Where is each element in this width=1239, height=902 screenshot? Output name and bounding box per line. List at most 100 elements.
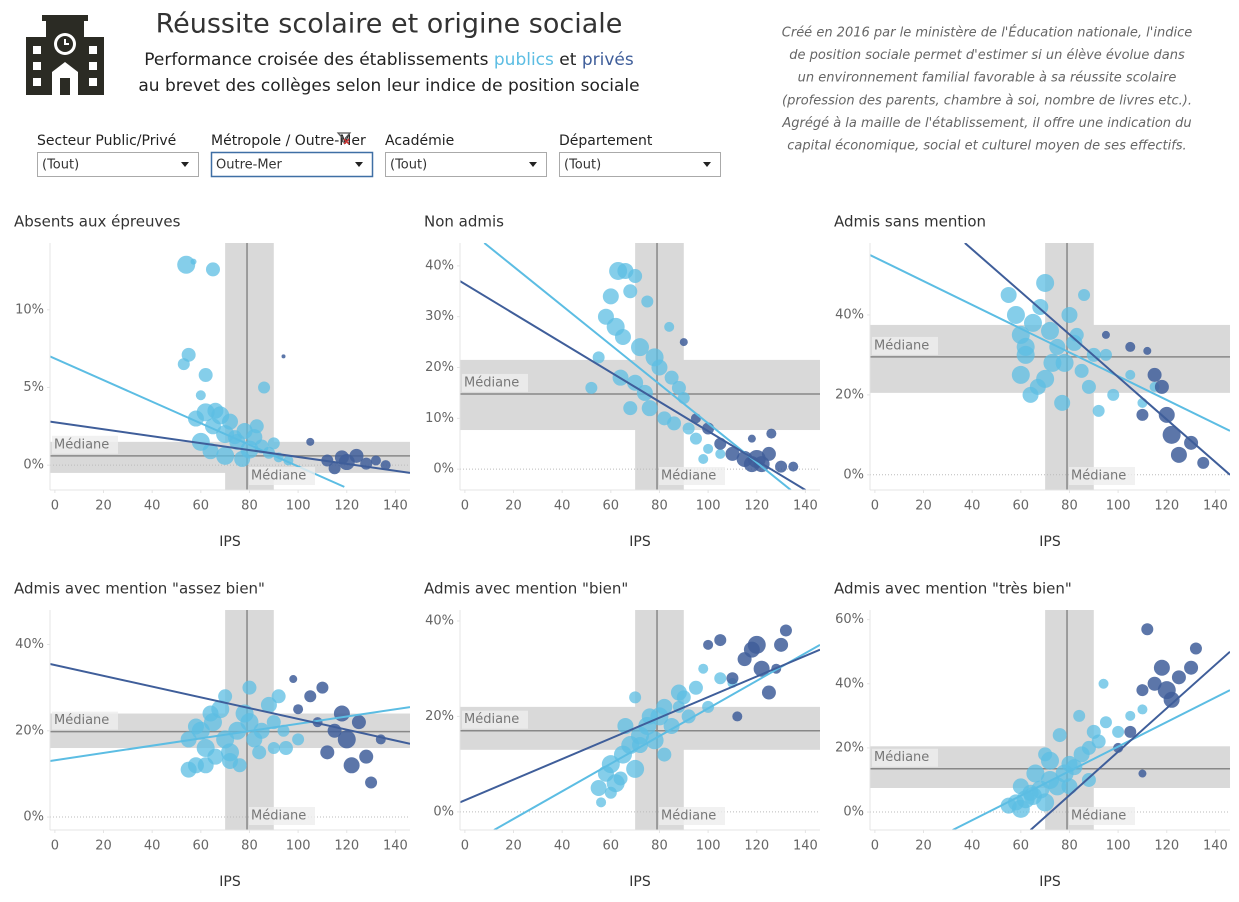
data-point: [258, 381, 271, 394]
data-point: [1189, 642, 1202, 655]
data-point: [703, 639, 714, 650]
y-tick-label: 40%: [835, 307, 864, 322]
x-tick-label: 80: [651, 499, 668, 514]
data-point: [304, 690, 317, 703]
data-point: [266, 715, 281, 730]
data-point: [1098, 678, 1109, 689]
data-point: [277, 724, 290, 737]
data-point: [1061, 778, 1078, 795]
data-point: [260, 696, 277, 713]
data-point: [663, 717, 680, 734]
x-tick-label: 20: [505, 839, 522, 854]
data-point: [626, 759, 645, 778]
trend-line: [870, 254, 1230, 432]
y-tick-label: 0%: [843, 805, 864, 820]
dropdown-value[interactable]: (Tout): [42, 158, 79, 173]
x-tick-label: 120: [1154, 839, 1179, 854]
chart-title: Admis sans mention: [834, 213, 986, 231]
data-point: [271, 689, 286, 704]
chart-title: Non admis: [424, 213, 504, 231]
data-point: [682, 422, 695, 435]
x-axis-label: IPS: [629, 874, 651, 890]
data-point: [1000, 286, 1017, 303]
filter-icon-mark[interactable]: [343, 138, 350, 145]
data-point: [726, 672, 739, 685]
filter-dropdown[interactable]: (Tout): [37, 152, 199, 177]
data-point: [242, 680, 257, 695]
x-tick-label: 140: [793, 499, 818, 514]
data-point: [677, 392, 690, 405]
x-axis-label: IPS: [1039, 874, 1061, 890]
y-tick-label: 40%: [15, 637, 44, 652]
y-tick-label: 0%: [843, 467, 864, 482]
data-point: [1147, 676, 1162, 691]
x-axis-label: IPS: [1039, 534, 1061, 550]
y-tick-label: 5%: [23, 380, 44, 395]
data-point: [267, 742, 280, 755]
data-point: [196, 403, 215, 422]
dropdown-value[interactable]: Outre-Mer: [216, 158, 283, 173]
dropdown-arrow[interactable]: [529, 162, 537, 167]
description-line: Créé en 2016 par le ministère de l'Éduca…: [782, 25, 1192, 41]
x-tick-label: 80: [651, 839, 668, 854]
data-point: [1052, 728, 1067, 743]
x-tick-label: 80: [1061, 839, 1078, 854]
data-point: [1162, 425, 1181, 444]
median-label-bg: [1069, 807, 1136, 825]
dropdown-arrow[interactable]: [181, 162, 189, 167]
dropdown-box[interactable]: [210, 151, 374, 178]
y-tick-label: 0%: [23, 810, 44, 825]
subtitle-public: publics: [494, 50, 554, 70]
description: Créé en 2016 par le ministère de l'Éduca…: [781, 25, 1192, 154]
x-tick-label: 60: [193, 839, 210, 854]
filter-dropdown[interactable]: (Tout): [385, 152, 547, 177]
data-point: [1158, 406, 1175, 423]
dropdown-arrow[interactable]: [355, 162, 363, 167]
dropdown-box[interactable]: [559, 152, 721, 177]
data-point: [657, 747, 672, 762]
data-point: [779, 624, 792, 637]
x-tick-label: 80: [241, 839, 258, 854]
data-point: [1036, 793, 1055, 812]
median-label: Médiane: [464, 375, 519, 390]
dropdown-value[interactable]: (Tout): [564, 158, 601, 173]
data-point: [177, 358, 190, 371]
data-point: [698, 453, 709, 464]
data-point: [359, 749, 374, 764]
description-line: un environnement familial favorable à sa…: [798, 71, 1177, 86]
data-point: [1137, 704, 1148, 715]
subtitle-part: Performance croisée des établissements: [144, 50, 494, 70]
data-point: [351, 715, 366, 730]
dropdown-box[interactable]: [37, 152, 199, 177]
data-point: [761, 685, 776, 700]
dropdown-box[interactable]: [385, 152, 547, 177]
data-point: [1016, 337, 1035, 356]
subtitle: Performance croisée des établissements p…: [144, 50, 634, 70]
data-point: [725, 446, 740, 461]
filter-dropdown[interactable]: Outre-Mer: [210, 151, 374, 178]
data-point: [1054, 394, 1071, 411]
data-point: [614, 329, 631, 346]
data-point: [703, 443, 714, 454]
data-point: [1041, 751, 1059, 770]
dropdown-arrow[interactable]: [703, 162, 711, 167]
data-point: [1171, 670, 1186, 685]
median-label-bg: [659, 467, 726, 485]
data-point: [380, 460, 391, 471]
data-point: [190, 258, 197, 265]
data-point: [202, 443, 219, 460]
data-point: [627, 374, 644, 391]
x-tick-label: 140: [1203, 839, 1228, 854]
x-tick-label: 120: [744, 499, 769, 514]
x-tick-label: 100: [286, 499, 311, 514]
data-point: [205, 262, 220, 277]
y-tick-label: 20%: [425, 360, 454, 375]
data-point: [1125, 710, 1136, 721]
data-point: [1107, 388, 1120, 401]
x-tick-label: 140: [793, 839, 818, 854]
filter-dropdown[interactable]: (Tout): [559, 152, 721, 177]
subtitle-part: et: [554, 50, 582, 70]
x-axis-label: IPS: [629, 534, 651, 550]
dropdown-value[interactable]: (Tout): [390, 158, 427, 173]
median-label-bg: [249, 807, 316, 825]
